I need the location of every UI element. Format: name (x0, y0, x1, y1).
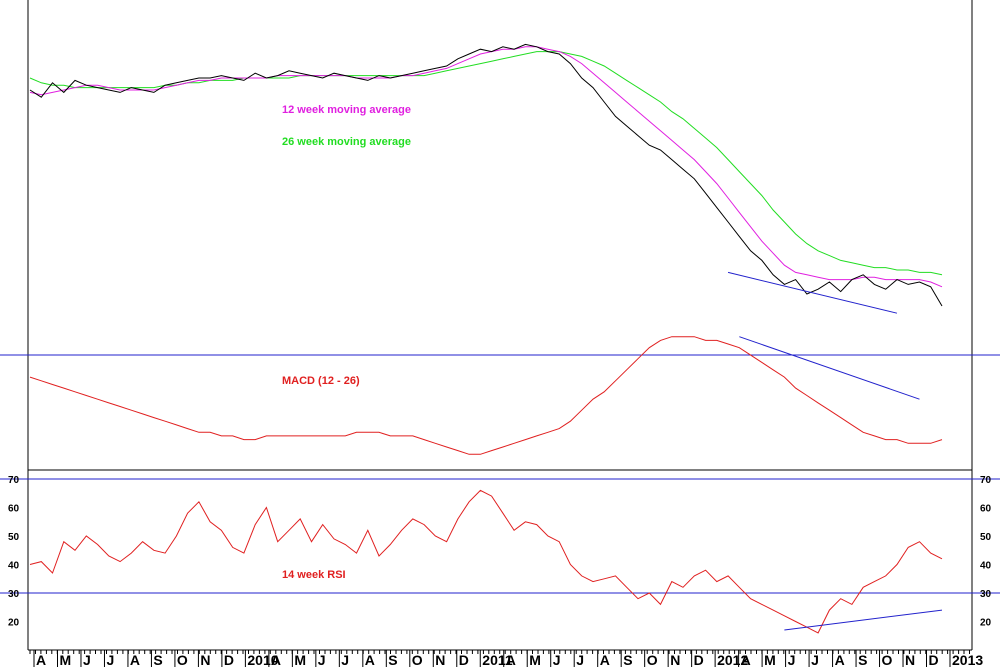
month-label-16: O (412, 652, 423, 667)
month-label-10: A (271, 652, 281, 667)
rsi-tick-right-60: 60 (980, 504, 992, 515)
month-label-20: A (506, 652, 516, 667)
month-label-35: S (858, 652, 867, 667)
rsi-tick-left-70: 70 (8, 475, 20, 486)
rsi-tick-labels: 70 70 60 60 50 50 40 40 30 30 20 20 (8, 475, 992, 629)
month-label-31: M (764, 652, 776, 667)
month-label-24: A (600, 652, 610, 667)
month-label-26: O (647, 652, 658, 667)
macd-trendline (739, 336, 920, 400)
rsi-tick-right-20: 20 (980, 618, 992, 629)
month-label-4: A (130, 652, 140, 667)
month-label-32: J (788, 652, 796, 667)
month-label-28: D (694, 652, 704, 667)
month-label-25: S (623, 652, 632, 667)
month-label-23: J (576, 652, 584, 667)
month-label-29: 2012 (717, 652, 748, 667)
month-label-15: S (388, 652, 397, 667)
month-label-33: J (811, 652, 819, 667)
month-label-17: N (435, 652, 445, 667)
rsi-tick-left-40: 40 (8, 561, 20, 572)
month-label-11: M (294, 652, 306, 667)
rsi-series-line (29, 489, 943, 634)
month-label-19: 2011 (482, 652, 513, 667)
macd-series-line (29, 336, 943, 455)
price-series-line (29, 43, 943, 307)
rsi-tick-right-40: 40 (980, 561, 992, 572)
month-label-3: J (107, 652, 115, 667)
rsi-trendline (784, 609, 943, 631)
month-label-1: M (60, 652, 72, 667)
month-label-14: A (365, 652, 375, 667)
month-label-5: S (153, 652, 162, 667)
month-label-7: N (200, 652, 210, 667)
month-label-38: D (929, 652, 939, 667)
rsi-tick-right-30: 30 (980, 589, 992, 600)
month-label-18: D (459, 652, 469, 667)
rsi-tick-left-60: 60 (8, 504, 20, 515)
price-trendline (727, 271, 898, 314)
rsi-tick-left-20: 20 (8, 618, 20, 629)
month-label-9: 2010 (247, 652, 278, 667)
month-label-6: O (177, 652, 188, 667)
month-label-0: A (36, 652, 46, 667)
rsi-tick-left-30: 30 (8, 589, 20, 600)
macd-label: MACD (12 - 26) (282, 375, 360, 387)
month-label-21: M (529, 652, 541, 667)
month-label-8: D (224, 652, 234, 667)
month-label-34: A (835, 652, 845, 667)
rsi-tick-right-70: 70 (980, 475, 992, 486)
ma26-label: 26 week moving average (282, 136, 411, 148)
ma12-series-line (29, 46, 943, 288)
month-label-36: O (882, 652, 893, 667)
month-label-39: 2013 (952, 652, 983, 667)
month-label-27: N (670, 652, 680, 667)
month-label-12: J (318, 652, 326, 667)
month-label-37: N (905, 652, 915, 667)
month-ticks (29, 650, 970, 667)
rsi-tick-right-50: 50 (980, 532, 992, 543)
ma12-label: 12 week moving average (282, 104, 411, 116)
month-label-30: A (741, 652, 751, 667)
month-label-2: J (83, 652, 91, 667)
rsi-tick-left-50: 50 (8, 532, 20, 543)
rsi-label: 14 week RSI (282, 569, 346, 581)
month-label-13: J (341, 652, 349, 667)
month-label-22: J (553, 652, 561, 667)
